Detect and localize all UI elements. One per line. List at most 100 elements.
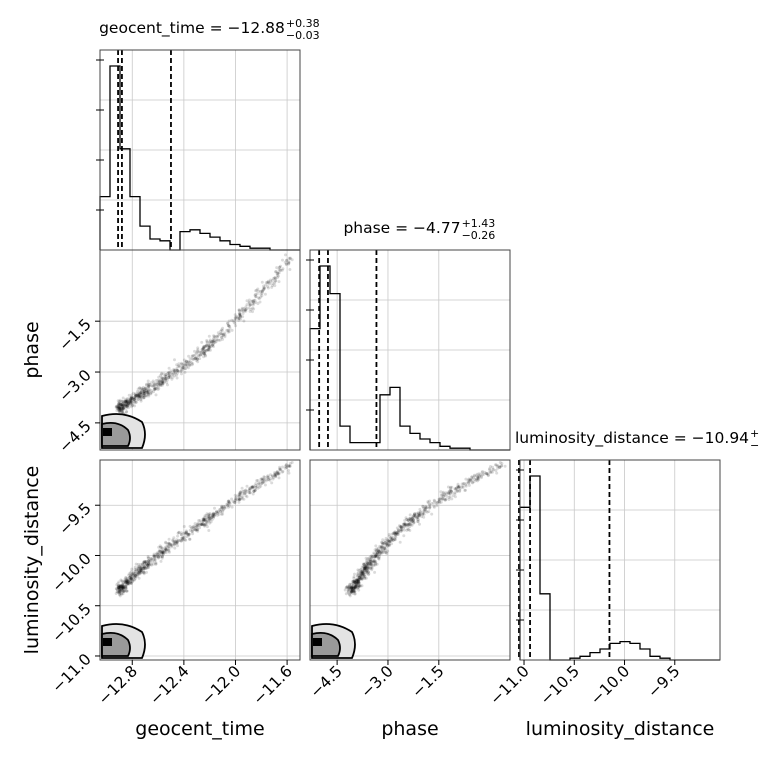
sample-point <box>276 472 280 476</box>
sample-point <box>169 376 173 379</box>
sample-point <box>454 486 458 490</box>
sample-point <box>370 560 374 564</box>
sample-point <box>261 480 265 484</box>
sample-point <box>457 485 461 489</box>
sample-point <box>382 542 386 546</box>
sample-point <box>353 586 357 590</box>
sample-point <box>142 396 145 400</box>
sample-point <box>124 397 128 401</box>
sample-point <box>453 491 457 495</box>
sample-point <box>477 472 481 476</box>
sample-point <box>150 557 154 561</box>
sample-point <box>151 557 155 561</box>
sample-point <box>360 574 364 578</box>
sample-point <box>371 560 375 564</box>
sample-point <box>179 369 183 373</box>
sample-point <box>135 400 139 404</box>
sample-point <box>416 512 420 516</box>
sample-point <box>359 574 363 578</box>
sample-point <box>119 407 123 411</box>
x-tick-label: −9.5 <box>644 662 683 701</box>
sample-point <box>361 575 365 579</box>
sample-point <box>362 574 366 578</box>
sample-point <box>412 520 415 524</box>
sample-point <box>350 590 354 594</box>
sample-point <box>393 535 397 538</box>
sample-point <box>418 513 422 516</box>
sample-point <box>119 409 123 412</box>
sample-point <box>284 463 288 467</box>
sample-point <box>399 526 403 530</box>
sample-point <box>359 575 362 579</box>
sample-point <box>247 488 251 492</box>
sample-point <box>167 366 171 370</box>
sample-point <box>355 580 359 584</box>
sample-point <box>163 376 167 380</box>
sample-point <box>264 281 268 285</box>
sample-point <box>358 575 361 579</box>
sample-point <box>381 547 385 551</box>
sample-point <box>254 482 258 486</box>
sample-point <box>122 406 126 410</box>
sample-point <box>351 579 355 583</box>
sample-point <box>237 497 241 501</box>
sample-point <box>160 550 164 553</box>
sample-point <box>268 282 272 286</box>
y-tick-label: −1.5 <box>55 315 94 354</box>
sample-point <box>485 472 489 476</box>
x-tick-label: −3.0 <box>357 662 396 701</box>
sample-point <box>344 592 348 596</box>
sample-point <box>193 528 197 532</box>
sample-point <box>374 549 378 553</box>
sample-point <box>160 371 164 375</box>
sample-point <box>373 548 377 552</box>
x-tick-label: −11.6 <box>250 662 296 708</box>
sample-point <box>190 361 194 365</box>
sample-point <box>264 478 268 481</box>
sample-point <box>353 582 357 586</box>
sample-point <box>129 575 133 579</box>
sample-point <box>125 578 129 582</box>
sample-point <box>205 340 209 344</box>
sample-point <box>467 483 471 487</box>
sample-point <box>479 476 483 480</box>
sample-point <box>152 555 156 558</box>
sample-point <box>470 480 474 484</box>
sample-point <box>221 332 224 336</box>
sample-point <box>137 392 141 396</box>
sample-point <box>491 465 495 469</box>
sample-point <box>244 308 248 311</box>
sample-point <box>117 402 121 406</box>
sample-point <box>171 539 175 543</box>
hist-step-line <box>519 475 720 661</box>
sample-point <box>470 475 474 479</box>
sample-point <box>448 492 452 496</box>
sample-point <box>254 488 257 492</box>
sample-point <box>125 579 129 583</box>
sample-point <box>131 571 135 575</box>
sample-point <box>216 511 220 515</box>
sample-point <box>208 521 212 525</box>
sample-point <box>415 516 418 520</box>
sample-point <box>117 586 121 590</box>
sample-point <box>369 562 373 566</box>
sample-point <box>173 540 176 544</box>
sample-point <box>210 340 214 344</box>
sample-point <box>180 533 183 537</box>
sample-point <box>121 406 125 410</box>
sample-point <box>118 589 122 593</box>
sample-point <box>259 292 263 296</box>
sample-point <box>129 580 133 584</box>
sample-point <box>381 545 385 549</box>
sample-point <box>119 592 123 596</box>
sample-point <box>130 399 134 402</box>
sample-point <box>207 512 211 516</box>
sample-point <box>121 404 124 408</box>
sample-point <box>225 328 229 332</box>
sample-point <box>383 547 387 551</box>
sample-point <box>260 477 264 481</box>
sample-point <box>387 534 391 538</box>
sample-point <box>126 578 130 582</box>
sample-point <box>124 586 128 590</box>
sample-point <box>227 501 231 505</box>
